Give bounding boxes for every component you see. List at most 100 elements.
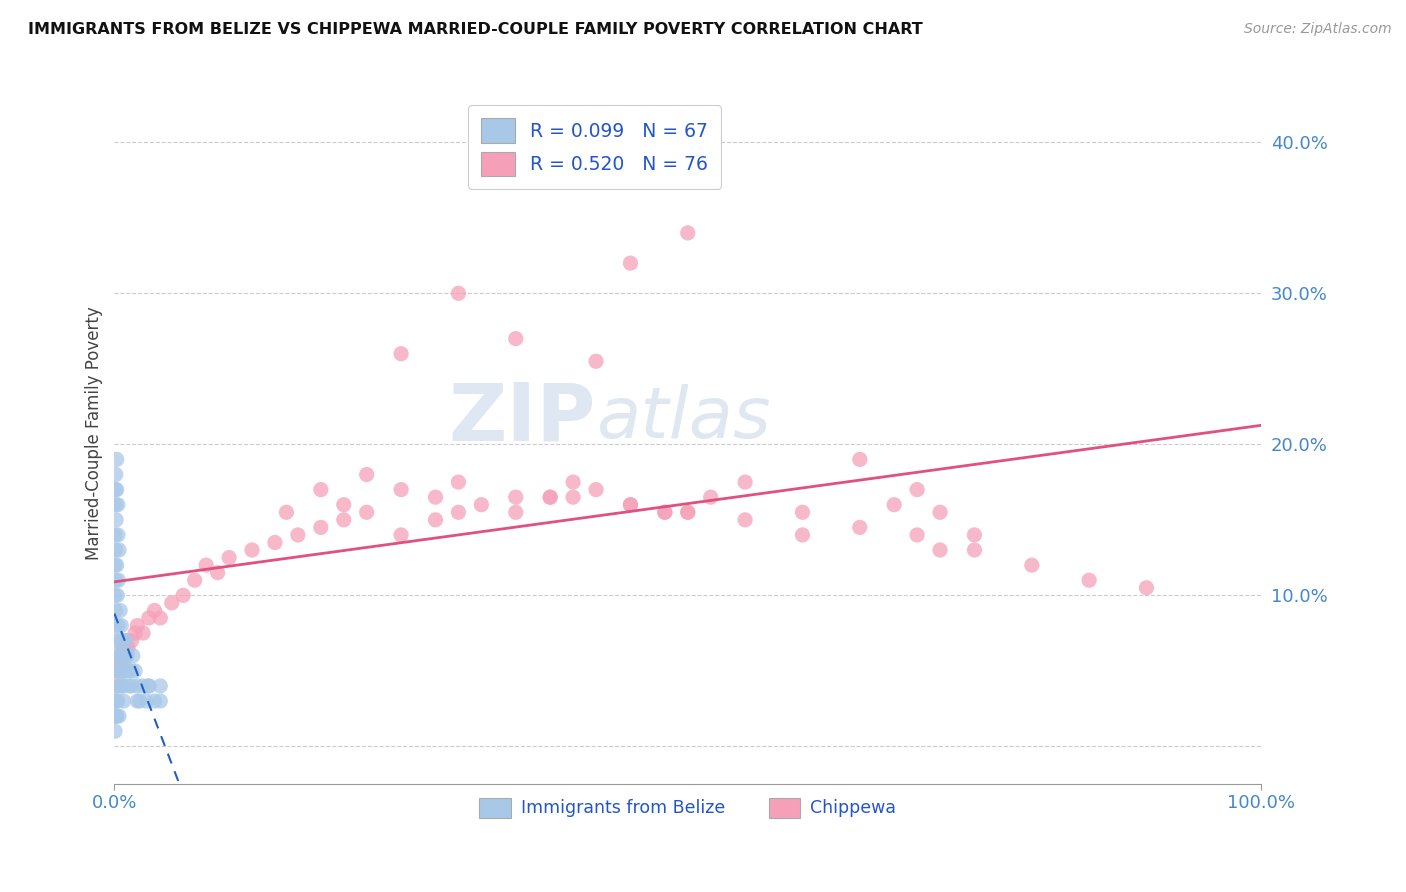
Point <box>104 528 127 542</box>
Point <box>112 657 135 671</box>
Point <box>108 543 131 558</box>
Point <box>117 664 139 678</box>
Text: Source: ZipAtlas.com: Source: ZipAtlas.com <box>1244 22 1392 37</box>
Point <box>207 566 229 580</box>
Point <box>115 633 138 648</box>
Point <box>105 664 128 678</box>
Point <box>309 483 332 497</box>
Point <box>108 664 131 678</box>
Point <box>104 694 127 708</box>
Point <box>505 332 527 346</box>
Point <box>121 648 143 663</box>
Point <box>447 505 470 519</box>
Point <box>104 543 127 558</box>
Point <box>111 641 134 656</box>
Point <box>121 664 143 678</box>
Point <box>654 505 676 519</box>
Point <box>107 694 129 708</box>
Point <box>110 648 132 663</box>
Point <box>104 724 127 739</box>
Point <box>138 611 160 625</box>
Point <box>149 694 172 708</box>
Point <box>389 528 412 542</box>
Legend: Immigrants from Belize, Chippewa: Immigrants from Belize, Chippewa <box>472 790 903 824</box>
Point <box>115 648 138 663</box>
Point <box>138 679 160 693</box>
Point <box>128 694 150 708</box>
Point <box>356 467 378 482</box>
Point <box>447 475 470 489</box>
Point <box>108 648 131 663</box>
Point <box>104 498 127 512</box>
Point <box>1135 581 1157 595</box>
Point <box>132 626 155 640</box>
Point <box>124 626 146 640</box>
Point <box>183 573 205 587</box>
Point <box>332 513 354 527</box>
Point <box>562 490 585 504</box>
Point <box>470 498 492 512</box>
Point <box>135 694 157 708</box>
Point <box>104 709 127 723</box>
Point <box>654 505 676 519</box>
Point <box>792 528 814 542</box>
Point <box>1078 573 1101 587</box>
Point <box>309 520 332 534</box>
Point <box>676 505 699 519</box>
Point <box>149 611 172 625</box>
Point <box>110 679 132 693</box>
Point <box>619 498 641 512</box>
Point <box>585 483 607 497</box>
Point <box>107 573 129 587</box>
Point <box>105 452 128 467</box>
Point <box>115 664 138 678</box>
Point <box>389 483 412 497</box>
Point <box>127 679 149 693</box>
Point <box>108 603 131 617</box>
Point <box>104 467 127 482</box>
Point <box>107 679 129 693</box>
Point <box>107 618 129 632</box>
Point <box>143 694 166 708</box>
Point <box>104 558 127 573</box>
Point <box>112 648 135 663</box>
Point <box>264 535 287 549</box>
Point <box>425 490 447 504</box>
Point <box>108 664 131 678</box>
Point <box>105 588 128 602</box>
Point <box>104 633 127 648</box>
Point <box>121 633 143 648</box>
Point <box>104 588 127 602</box>
Point <box>676 226 699 240</box>
Point <box>849 520 872 534</box>
Point <box>108 709 131 723</box>
Point <box>121 679 143 693</box>
Text: atlas: atlas <box>596 384 770 453</box>
Point <box>505 490 527 504</box>
Point <box>734 513 756 527</box>
Point <box>195 558 218 573</box>
Point <box>905 483 928 497</box>
Point <box>105 694 128 708</box>
Point <box>883 498 905 512</box>
Point <box>356 505 378 519</box>
Point <box>105 513 128 527</box>
Point <box>389 347 412 361</box>
Point <box>425 513 447 527</box>
Point <box>108 633 131 648</box>
Point <box>108 679 131 693</box>
Point <box>105 709 128 723</box>
Point <box>110 618 132 632</box>
Point <box>734 475 756 489</box>
Point <box>115 648 138 663</box>
Point <box>287 528 309 542</box>
Point <box>905 528 928 542</box>
Point <box>105 558 128 573</box>
Point <box>1021 558 1043 573</box>
Point <box>111 633 134 648</box>
Point <box>118 679 141 693</box>
Point <box>115 633 138 648</box>
Point <box>849 452 872 467</box>
Point <box>276 505 298 519</box>
Point <box>132 679 155 693</box>
